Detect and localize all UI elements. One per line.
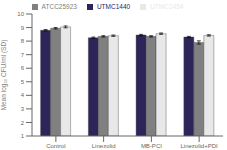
svg-text:10: 10	[17, 11, 24, 17]
svg-text:4: 4	[21, 92, 25, 98]
svg-text:1: 1	[21, 133, 25, 139]
svg-text:Mean log₁₀ CFU/ml (SD): Mean log₁₀ CFU/ml (SD)	[8, 40, 9, 111]
svg-text:7: 7	[21, 52, 25, 58]
html-text:UTMC1454: UTMC1454	[150, 3, 184, 10]
svg-text:6: 6	[21, 65, 25, 71]
svg-text:Control: Control	[46, 143, 65, 149]
html-text:UTMC1440: UTMC1440	[96, 3, 131, 10]
svg-text:8: 8	[21, 38, 25, 44]
html-text:ATCC25923: ATCC25923	[41, 3, 77, 10]
svg-text:2: 2	[21, 120, 25, 126]
svg-text:3: 3	[21, 106, 25, 112]
svg-text:Linezolid+PDI: Linezolid+PDI	[181, 143, 219, 149]
svg-text:Linezolid: Linezolid	[92, 143, 116, 149]
svg-text:MB-PCI: MB-PCI	[141, 143, 162, 149]
svg-text:9: 9	[21, 25, 25, 31]
svg-text:5: 5	[21, 79, 25, 85]
